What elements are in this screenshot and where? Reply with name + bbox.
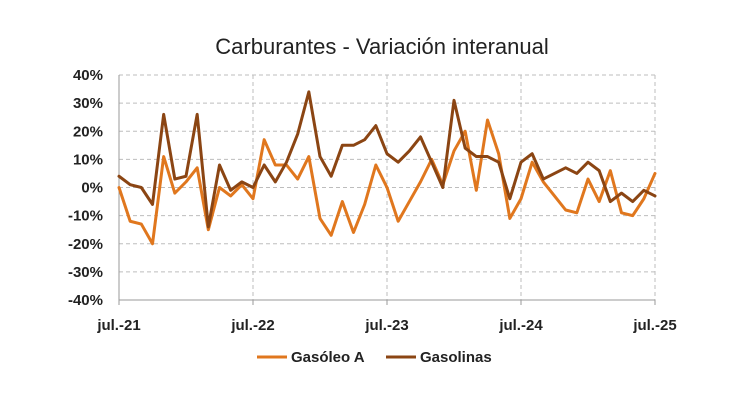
y-tick-label: 40% bbox=[73, 67, 103, 84]
legend: Gasóleo A Gasolinas bbox=[257, 349, 492, 366]
x-tick-label: jul.-23 bbox=[364, 317, 408, 334]
y-tick-label: 0% bbox=[81, 180, 103, 197]
x-tick-label: jul.-21 bbox=[96, 317, 140, 334]
y-tick-label: 30% bbox=[73, 95, 103, 112]
legend-label-gasoleo-a: Gasóleo A bbox=[291, 349, 365, 366]
y-axis-ticks: 40% 30% 20% 10% 0% -10% -20% -30% -40% bbox=[68, 67, 103, 309]
x-tick-label: jul.-25 bbox=[632, 317, 676, 334]
series-line-gasolinas bbox=[117, 90, 657, 229]
y-tick-label: -10% bbox=[68, 208, 103, 225]
x-tick-label: jul.-22 bbox=[230, 317, 274, 334]
y-tick-label: -30% bbox=[68, 264, 103, 281]
x-tick-label: jul.-24 bbox=[498, 317, 543, 334]
chart-title: Carburantes - Variación interanual bbox=[215, 34, 548, 59]
y-tick-label: -40% bbox=[68, 292, 103, 309]
y-tick-label: -20% bbox=[68, 236, 103, 253]
series-lines bbox=[117, 90, 657, 246]
gridlines bbox=[119, 74, 656, 300]
series-line-gasoleo-a bbox=[117, 118, 657, 246]
y-tick-label: 10% bbox=[73, 151, 103, 168]
y-tick-label: 20% bbox=[73, 123, 103, 140]
x-axis-ticks: jul.-21 jul.-22 jul.-23 jul.-24 jul.-25 bbox=[96, 317, 676, 334]
legend-label-gasolinas: Gasolinas bbox=[420, 349, 492, 366]
